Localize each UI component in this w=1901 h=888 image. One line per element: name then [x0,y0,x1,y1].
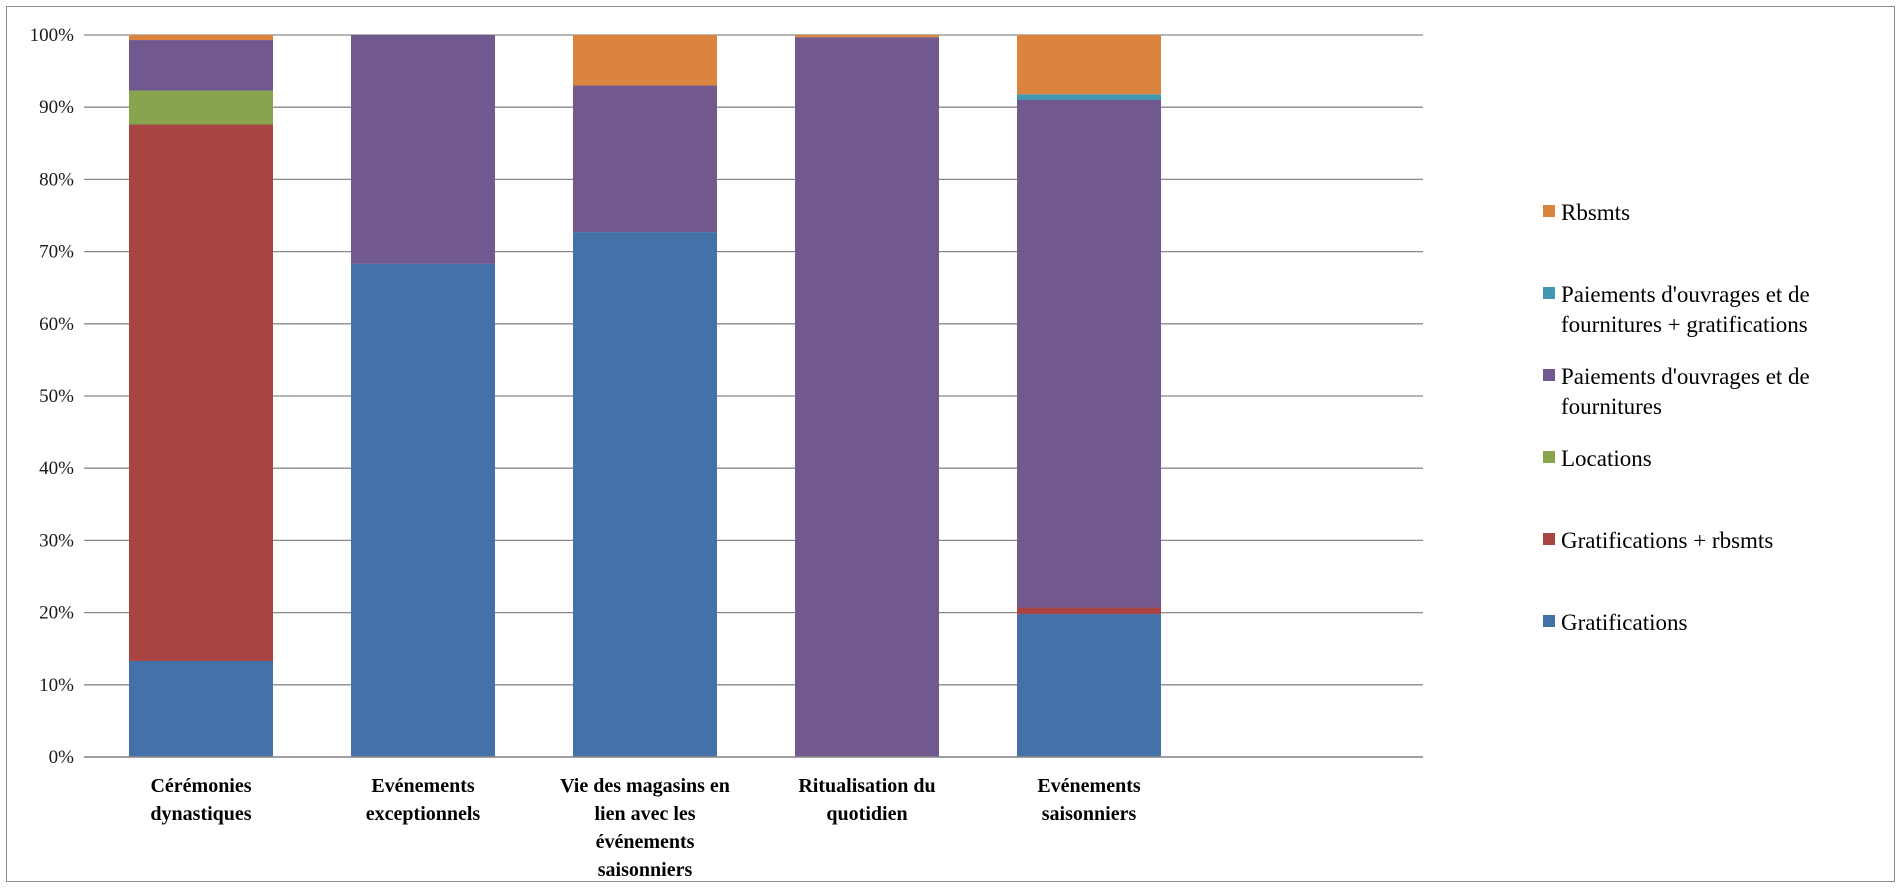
bar-segment [573,85,717,233]
x-category-label: événements [596,831,695,853]
bars [129,35,1161,757]
x-category-label: saisonniers [598,859,693,881]
legend: Rbsmts Paiements d'ouvrages et de fournitu… [1543,200,1810,635]
legend-swatch [1543,615,1555,627]
y-tick-label: 40% [39,458,74,479]
x-category-label: Cérémonies [150,775,251,797]
y-tick-label: 80% [39,169,74,190]
legend-label: Locations [1561,446,1652,471]
bar-segment [1017,614,1161,757]
bar-segment [1017,35,1161,95]
y-tick-label: 30% [39,530,74,551]
y-tick-label: 90% [39,97,74,118]
bar-segment [795,35,939,38]
legend-label: Paiements d'ouvrages et de [1561,282,1810,307]
bar-segment [129,35,273,41]
x-category-label: Ritualisation du [798,775,935,797]
bar-segment [573,35,717,86]
legend-swatch [1543,369,1555,381]
legend-label: Paiements d'ouvrages et de [1561,364,1810,389]
legend-label: fournitures + gratifications [1561,312,1808,337]
chart-frame: 0% 10% 20% 30% 40% 50% 60% 70% 80% 90% 100% Cérémo… [6,6,1895,882]
y-tick-label: 50% [39,386,74,407]
legend-label: fournitures [1561,394,1662,419]
x-axis-categories: Cérémonies dynastiques Evénements exception… [150,775,1140,881]
x-category-label: quotidien [826,803,907,825]
y-tick-label: 70% [39,242,74,263]
bar-segment [129,40,273,91]
legend-swatch [1543,287,1555,299]
legend-swatch [1543,451,1555,463]
stacked-bar-chart: 0% 10% 20% 30% 40% 50% 60% 70% 80% 90% 100% Cérémo… [30,25,1810,881]
x-category-label: Vie des magasins en [560,775,730,797]
bar-segment [573,232,717,757]
y-tick-label: 0% [49,747,75,768]
legend-swatch [1543,533,1555,545]
bar-segment [1017,99,1161,608]
bar-segment [1017,607,1161,615]
legend-label: Rbsmts [1561,200,1630,225]
legend-label: Gratifications [1561,610,1688,635]
x-category-label: Evénements [1037,775,1141,797]
legend-swatch [1543,205,1555,217]
x-category-label: exceptionnels [366,803,481,825]
bar-segment [129,90,273,125]
y-tick-label: 20% [39,603,74,624]
y-tick-label: 60% [39,314,74,335]
bar-segment [129,660,273,757]
bar-segment [1017,94,1161,100]
x-category-label: lien avec les [594,803,695,825]
x-category-label: Evénements [371,775,475,797]
bar-segment [129,124,273,661]
y-tick-label: 10% [39,675,74,696]
x-category-label: dynastiques [150,803,251,825]
x-category-label: saisonniers [1042,803,1137,825]
gridlines [84,34,1423,758]
legend-label: Gratifications + rbsmts [1561,528,1773,553]
bar-segment [351,263,495,757]
bar-segment [795,37,939,757]
y-axis-ticks: 0% 10% 20% 30% 40% 50% 60% 70% 80% 90% 100% [30,25,75,768]
bar-segment [351,35,495,264]
y-tick-label: 100% [30,25,75,46]
